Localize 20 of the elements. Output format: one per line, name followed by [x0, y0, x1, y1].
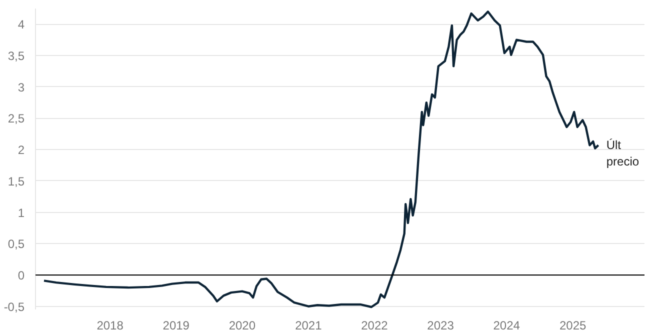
x-tick-label: 2022	[361, 318, 388, 332]
y-tick-label: 0,5	[8, 237, 25, 252]
y-tick-label: -0,5	[4, 300, 25, 314]
y-tick-label: 1	[18, 206, 25, 220]
line-series	[42, 10, 600, 308]
x-tick-label: 2024	[493, 318, 520, 332]
y-tick-label: 3	[18, 80, 25, 94]
x-tick-label: 2021	[295, 318, 322, 332]
annotation: Últ precio	[606, 138, 640, 169]
y-tick-label: 2	[18, 143, 25, 158]
x-tick-label: 2019	[162, 318, 190, 332]
y-tick-label: 0	[18, 268, 25, 283]
y-tick-label: 2,5	[8, 112, 25, 126]
x-tick-label: 2020	[228, 318, 256, 332]
x-tick-label: 2025	[559, 318, 587, 332]
x-tick-label: 2023	[427, 318, 454, 332]
y-tick-label: 4	[18, 18, 25, 32]
x-tick-label: 2018	[96, 318, 124, 332]
y-tick-label: 3,5	[8, 49, 25, 64]
y-tick-label: 1,5	[8, 174, 25, 188]
